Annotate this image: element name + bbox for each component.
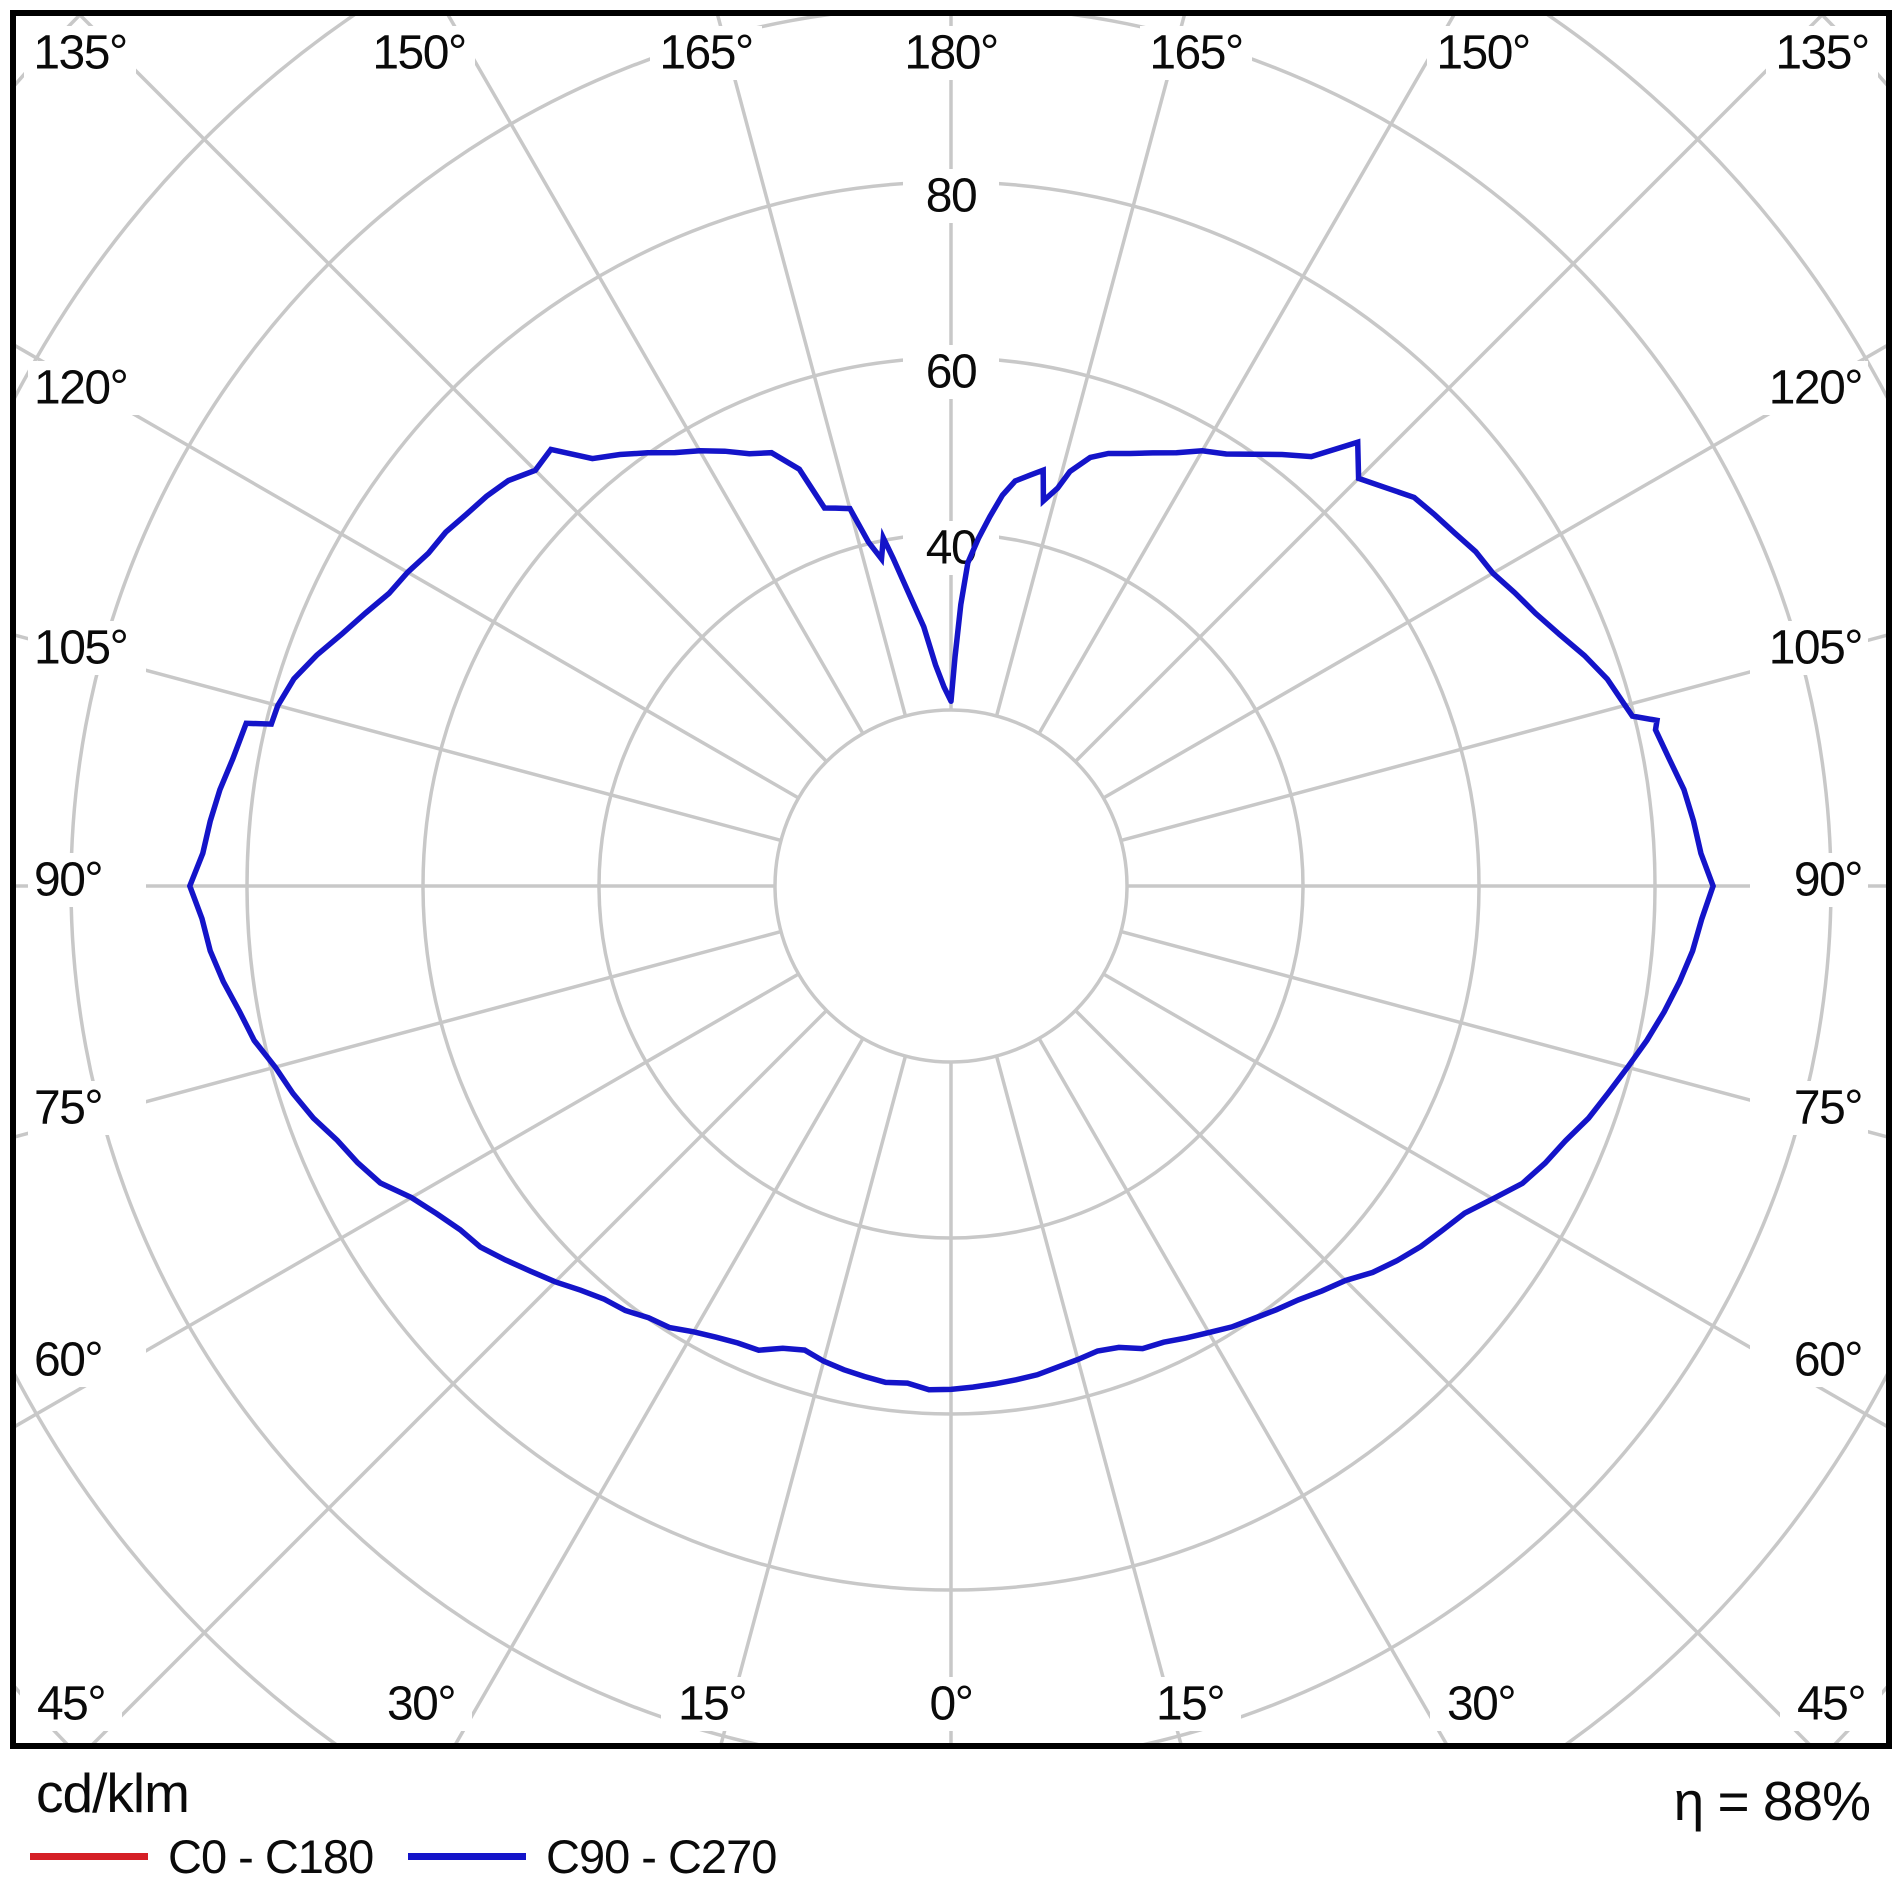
angle-label-top-6: 135° [1775, 27, 1868, 80]
grid-spoke-150 [1037, 16, 1456, 735]
angle-label-left-4: 60° [34, 1334, 102, 1387]
grid-spoke-105 [1120, 633, 1886, 843]
angle-label-bottom-1-bg [370, 1677, 472, 1731]
angle-label-left-2: 90° [34, 854, 102, 907]
angle-label-left-0-bg [28, 361, 146, 415]
grid-spoke-315 [91, 1009, 828, 1743]
grid-spoke-330 [454, 1037, 865, 1743]
angle-label-top-4-bg [1140, 26, 1252, 80]
angle-label-bottom-6-bg [1780, 1677, 1882, 1731]
grid-spoke-255 [16, 633, 782, 843]
ring-label-60-bg [903, 345, 999, 399]
angle-label-left-3: 75° [34, 1082, 102, 1135]
angle-label-bottom-6: 45° [1797, 1678, 1865, 1731]
angle-label-bottom-4-bg [1139, 1677, 1241, 1731]
angle-label-right-1: 105° [1769, 622, 1862, 675]
grid-labels: 135° 150° 165° 180° 165° 150° 135° 45° 30° 15° 0° 1… [20, 26, 1882, 1731]
angle-label-top-6-bg [1766, 26, 1878, 80]
angle-label-top-0: 135° [33, 27, 126, 80]
c0-c180-line-swatch [30, 1852, 148, 1860]
angle-label-right-3-bg [1750, 1081, 1868, 1135]
angle-label-bottom-5: 30° [1447, 1678, 1515, 1731]
grid-spoke-120 [1102, 344, 1886, 800]
angle-label-top-2: 165° [659, 27, 752, 80]
angle-label-top-1: 150° [372, 27, 465, 80]
angle-label-top-1-bg [363, 26, 475, 80]
angle-label-bottom-3: 0° [930, 1678, 973, 1731]
angle-label-right-0: 120° [1769, 362, 1862, 415]
angle-label-top-5-bg [1427, 26, 1539, 80]
grid-spoke-210 [446, 16, 865, 735]
angle-label-right-4: 60° [1794, 1334, 1862, 1387]
angle-label-bottom-5-bg [1430, 1677, 1532, 1731]
angle-label-top-0-bg [24, 26, 136, 80]
angle-label-bottom-0-bg [20, 1677, 122, 1731]
angle-label-left-0: 120° [34, 362, 127, 415]
efficiency-label: η = 88% [1673, 1770, 1871, 1832]
angle-label-left-1: 105° [34, 622, 127, 675]
angle-label-top-3: 180° [904, 27, 997, 80]
angle-label-right-4-bg [1750, 1333, 1868, 1387]
angle-label-left-3-bg [28, 1081, 146, 1135]
angle-label-bottom-0: 45° [37, 1678, 105, 1731]
angle-label-left-1-bg [28, 621, 146, 675]
angle-label-bottom-1: 30° [387, 1678, 455, 1731]
grid-spoke-15 [994, 1055, 1183, 1743]
ring-label-60: 60 [926, 346, 976, 399]
legend: C0 - C180 C90 - C270 [0, 1828, 1900, 1884]
grid-spoke-75 [1120, 929, 1886, 1139]
legend-item-c90-c270: C90 - C270 [408, 1828, 777, 1884]
grid-spoke-240 [16, 344, 800, 800]
curve-C90-C270 [186, 438, 1717, 1393]
angle-label-right-2: 90° [1794, 854, 1862, 907]
grid-spoke-345 [719, 1055, 908, 1743]
angle-label-right-0-bg [1750, 361, 1868, 415]
angle-label-bottom-2: 15° [678, 1678, 746, 1731]
angle-label-top-4: 165° [1149, 27, 1242, 80]
angle-label-right-3: 75° [1794, 1082, 1862, 1135]
units-label: cd/klm [36, 1762, 190, 1824]
angle-label-top-5: 150° [1436, 27, 1529, 80]
angle-label-bottom-4: 15° [1156, 1678, 1224, 1731]
legend-item-c0-c180: C0 - C180 [30, 1828, 374, 1884]
angle-label-bottom-2-bg [661, 1677, 763, 1731]
angle-label-right-1-bg [1750, 621, 1868, 675]
angle-label-right-2-bg [1750, 853, 1868, 907]
ring-label-80: 80 [926, 170, 976, 223]
angle-label-left-4-bg [28, 1333, 146, 1387]
grid-spoke-60 [1102, 972, 1886, 1428]
grid-spoke-300 [16, 972, 800, 1428]
grid-spoke-285 [16, 929, 782, 1139]
angle-label-bottom-3-bg [900, 1677, 1002, 1731]
ring-label-80-bg [903, 169, 999, 223]
legend-label-c90-c270: C90 - C270 [546, 1829, 777, 1883]
angle-label-left-2-bg [28, 853, 146, 907]
legend-label-c0-c180: C0 - C180 [168, 1829, 374, 1883]
grid-spoke-45 [1074, 1009, 1811, 1743]
c90-c270-line-swatch [408, 1852, 526, 1860]
angle-label-top-3-bg [895, 26, 1007, 80]
grid-spoke-165 [994, 16, 1186, 717]
angle-label-top-2-bg [650, 26, 762, 80]
grid-spoke-30 [1037, 1037, 1448, 1743]
